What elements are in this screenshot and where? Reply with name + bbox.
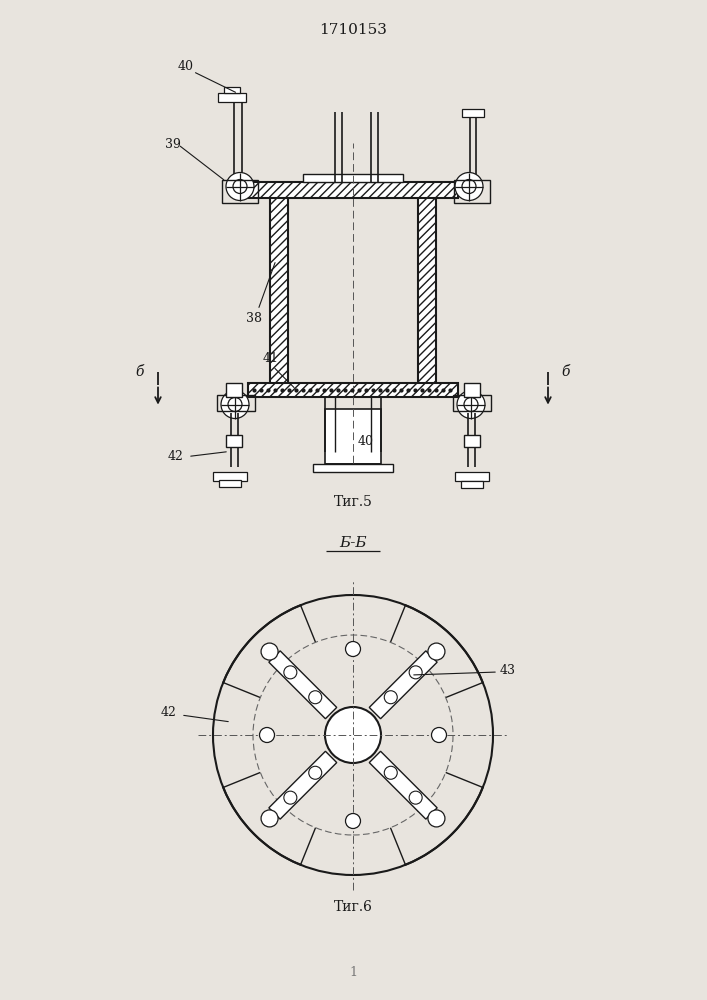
Text: б: б [136, 364, 144, 378]
Polygon shape [269, 651, 337, 719]
Circle shape [261, 643, 278, 660]
Circle shape [431, 728, 447, 742]
Circle shape [228, 397, 242, 412]
Text: Τиг.6: Τиг.6 [334, 900, 373, 914]
Circle shape [261, 810, 278, 827]
Circle shape [309, 766, 322, 779]
Text: 1: 1 [349, 966, 357, 978]
Circle shape [409, 666, 422, 679]
Circle shape [259, 728, 274, 742]
Polygon shape [369, 751, 437, 819]
Bar [222, 180, 258, 202]
Circle shape [464, 397, 478, 412]
Circle shape [428, 643, 445, 660]
Text: 38: 38 [246, 312, 262, 324]
Circle shape [309, 691, 322, 704]
Bar [270, 198, 288, 382]
Bar [217, 394, 255, 410]
Bar [218, 93, 246, 102]
Text: 39: 39 [165, 138, 181, 151]
Bar [213, 472, 247, 481]
Bar [453, 394, 491, 410]
Circle shape [284, 666, 297, 679]
Text: 40: 40 [358, 435, 374, 448]
Circle shape [385, 766, 397, 779]
Bar [226, 382, 242, 396]
Text: 40: 40 [178, 60, 194, 73]
Bar [464, 382, 480, 396]
Circle shape [385, 691, 397, 704]
Circle shape [233, 180, 247, 194]
Text: 43: 43 [500, 664, 516, 676]
Circle shape [409, 791, 422, 804]
Bar [325, 408, 381, 464]
Bar [455, 472, 489, 481]
Polygon shape [269, 751, 337, 819]
Bar [219, 480, 241, 487]
Bar [454, 180, 490, 202]
Text: 42: 42 [161, 706, 177, 720]
Circle shape [457, 390, 485, 418]
Text: б: б [562, 364, 571, 378]
Bar [462, 108, 484, 116]
Circle shape [428, 810, 445, 827]
Bar [224, 87, 240, 93]
Circle shape [325, 707, 381, 763]
Text: Τиг.5: Τиг.5 [334, 494, 373, 508]
Text: Б-Б: Б-Б [339, 536, 367, 550]
Circle shape [284, 791, 297, 804]
Bar [248, 182, 458, 198]
Bar [313, 464, 393, 472]
Text: 41: 41 [263, 352, 279, 365]
Circle shape [221, 390, 249, 418]
Text: 1710153: 1710153 [319, 23, 387, 37]
Bar [461, 481, 483, 488]
Bar [248, 382, 458, 396]
Circle shape [455, 172, 483, 200]
Text: 42: 42 [168, 450, 184, 463]
Bar [303, 174, 403, 182]
Bar [248, 182, 458, 198]
Circle shape [346, 814, 361, 828]
Bar [418, 198, 436, 382]
Circle shape [462, 180, 476, 194]
Bar [464, 434, 480, 446]
Circle shape [346, 642, 361, 656]
Bar [248, 382, 458, 396]
Bar [226, 434, 242, 446]
Polygon shape [369, 651, 437, 719]
Circle shape [226, 172, 254, 200]
Circle shape [213, 595, 493, 875]
